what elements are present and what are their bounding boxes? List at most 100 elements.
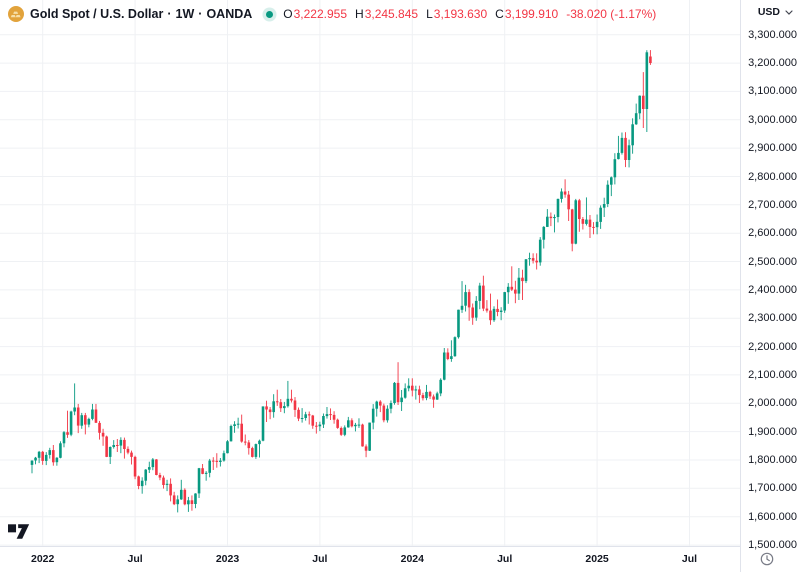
candle-body <box>482 285 485 309</box>
candle-body <box>428 391 432 397</box>
candle-body <box>457 309 460 338</box>
candle-body <box>347 420 350 428</box>
candle-wick <box>266 400 268 422</box>
candle-body <box>474 300 478 318</box>
candle-body <box>567 194 570 210</box>
candle-body <box>570 209 574 244</box>
high-label: H <box>355 7 364 21</box>
candle-wick <box>166 479 168 492</box>
tradingview-logo[interactable] <box>8 524 30 544</box>
candle-body <box>489 310 492 321</box>
candle-body <box>311 415 315 426</box>
candle-body <box>215 460 219 462</box>
candle-body <box>506 286 510 293</box>
candle-wick <box>276 389 278 406</box>
candle-wick <box>553 214 555 233</box>
candle-body <box>638 95 642 114</box>
clock-icon <box>760 552 774 566</box>
candle-wick <box>308 411 310 425</box>
candle-body <box>499 310 503 312</box>
price-axis-label: 1,800.000 <box>748 454 797 466</box>
price-axis-label: 2,000.000 <box>748 397 797 410</box>
candle-body <box>162 477 165 485</box>
candle-body <box>133 456 137 477</box>
candle-body <box>535 260 538 263</box>
candle-body <box>464 292 467 306</box>
candle-body <box>396 382 400 403</box>
candle-body <box>389 403 393 409</box>
candle-body <box>272 401 275 413</box>
candle-body <box>514 289 517 294</box>
candle-body <box>44 454 48 461</box>
candle-wick <box>287 380 289 408</box>
time-axis-label: 2022 <box>31 553 55 565</box>
candle-body <box>37 451 41 458</box>
time-axis-label: 2023 <box>215 553 240 565</box>
candle-body <box>52 450 55 463</box>
price-axis-label: 3,100.000 <box>748 85 797 98</box>
candle-body <box>371 408 375 423</box>
candle-wick <box>358 418 360 428</box>
candle-body <box>194 493 197 504</box>
currency-label: USD <box>757 6 780 18</box>
candle-body <box>91 409 94 419</box>
price-axis-label: 2,400.000 <box>748 283 797 296</box>
candle-body <box>34 457 37 461</box>
candle-body <box>624 137 627 160</box>
candle-body <box>649 56 652 63</box>
candle-body <box>432 396 435 400</box>
candle-body <box>247 442 251 449</box>
gold-symbol-icon <box>8 6 24 22</box>
candle-body <box>368 422 371 451</box>
candle-body <box>578 200 581 219</box>
candle-body <box>510 286 514 290</box>
candle-body <box>108 447 112 457</box>
candle-body <box>439 379 443 394</box>
candle-wick <box>507 283 509 304</box>
candle-body <box>599 207 602 222</box>
candle-body <box>222 453 226 461</box>
candle-body <box>382 405 386 421</box>
candle-wick <box>319 421 321 432</box>
candle-body <box>169 483 172 496</box>
candle-body <box>59 443 62 458</box>
candle-wick <box>365 444 367 458</box>
session-clock-button[interactable] <box>760 552 774 566</box>
candle-body <box>361 424 364 447</box>
time-axis[interactable]: 2022 Jul 2023 Jul 2024 Jul 2025 Jul <box>0 547 741 572</box>
candle-wick <box>35 456 36 465</box>
candle-body <box>251 448 254 457</box>
candle-body <box>386 408 389 421</box>
candle-body <box>610 177 613 185</box>
candle-body <box>126 448 130 453</box>
low-label: L <box>426 7 433 21</box>
price-axis-label: 2,600.000 <box>748 227 797 240</box>
candle-body <box>517 277 521 294</box>
candle-body <box>378 401 382 406</box>
candle-body <box>627 145 631 160</box>
candle-body <box>549 216 553 219</box>
symbol-title-group[interactable]: Gold Spot / U.S. Dollar · 1W · OANDA <box>30 7 252 21</box>
low-value: 3,193.630 <box>433 7 488 21</box>
candle-body <box>556 198 560 217</box>
candle-body <box>560 191 563 199</box>
candle-body <box>546 216 549 227</box>
currency-unit-button[interactable]: USD <box>758 6 793 18</box>
candle-body <box>144 469 148 481</box>
candle-wick <box>315 422 317 434</box>
candle-body <box>606 184 610 204</box>
candle-wick <box>259 439 260 458</box>
candle-body <box>165 483 169 485</box>
symbol-title: Gold Spot / U.S. Dollar <box>30 7 164 21</box>
candle-body <box>332 414 336 420</box>
candle-body <box>602 204 606 208</box>
candle-body <box>183 489 187 505</box>
candle-body <box>400 397 403 403</box>
price-axis[interactable]: 3,300.000 3,200.000 3,100.000 3,000.000 2,90… <box>741 0 800 551</box>
candle-body <box>119 439 123 446</box>
candle-body <box>30 460 34 465</box>
candle-wick <box>326 407 328 419</box>
candle-body <box>325 414 329 417</box>
market-status-icon[interactable] <box>266 10 274 18</box>
